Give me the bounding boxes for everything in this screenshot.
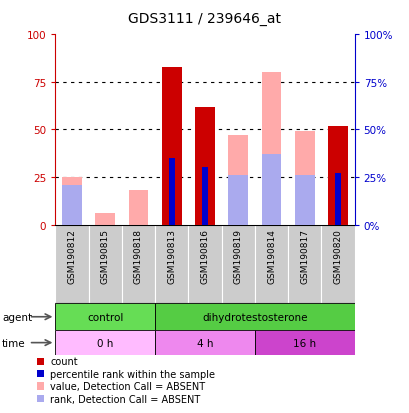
Text: GSM190817: GSM190817 <box>299 228 308 283</box>
Text: GDS3111 / 239646_at: GDS3111 / 239646_at <box>128 12 281 26</box>
Bar <box>155 304 354 330</box>
Bar <box>62 178 82 225</box>
Bar <box>294 132 314 225</box>
Bar <box>62 185 82 225</box>
Bar <box>321 225 354 304</box>
Bar <box>88 225 121 304</box>
Text: GSM190819: GSM190819 <box>233 228 242 283</box>
Bar <box>169 159 174 225</box>
Bar <box>228 136 247 225</box>
Bar <box>121 225 155 304</box>
Bar <box>55 330 155 355</box>
Text: 0 h: 0 h <box>97 338 113 348</box>
Bar <box>261 155 281 225</box>
Text: GSM190818: GSM190818 <box>134 228 143 283</box>
Text: agent: agent <box>2 312 32 322</box>
Text: percentile rank within the sample: percentile rank within the sample <box>50 369 215 379</box>
Bar <box>195 107 214 225</box>
Bar <box>202 168 207 225</box>
Bar <box>228 176 247 225</box>
Text: GSM190820: GSM190820 <box>333 228 342 283</box>
Bar <box>327 126 347 225</box>
Text: 16 h: 16 h <box>292 338 316 348</box>
Bar <box>55 225 88 304</box>
Text: 4 h: 4 h <box>196 338 213 348</box>
Bar <box>254 225 288 304</box>
Text: count: count <box>50 356 78 366</box>
Text: dihydrotestosterone: dihydrotestosterone <box>202 312 307 322</box>
Text: rank, Detection Call = ABSENT: rank, Detection Call = ABSENT <box>50 394 200 404</box>
Bar <box>261 73 281 225</box>
Text: time: time <box>2 338 26 348</box>
Text: GSM190813: GSM190813 <box>167 228 176 283</box>
Bar <box>155 225 188 304</box>
Text: GSM190812: GSM190812 <box>67 228 76 283</box>
Text: GSM190814: GSM190814 <box>266 228 275 283</box>
Bar <box>55 304 155 330</box>
Text: control: control <box>87 312 123 322</box>
Bar <box>155 330 254 355</box>
Bar <box>162 67 181 225</box>
Text: GSM190816: GSM190816 <box>200 228 209 283</box>
Bar <box>288 225 321 304</box>
Bar <box>95 214 115 225</box>
Bar <box>335 174 340 225</box>
Text: GSM190815: GSM190815 <box>101 228 110 283</box>
Bar <box>254 330 354 355</box>
Bar <box>294 176 314 225</box>
Text: value, Detection Call = ABSENT: value, Detection Call = ABSENT <box>50 381 205 391</box>
Bar <box>188 225 221 304</box>
Bar <box>221 225 254 304</box>
Bar <box>128 191 148 225</box>
